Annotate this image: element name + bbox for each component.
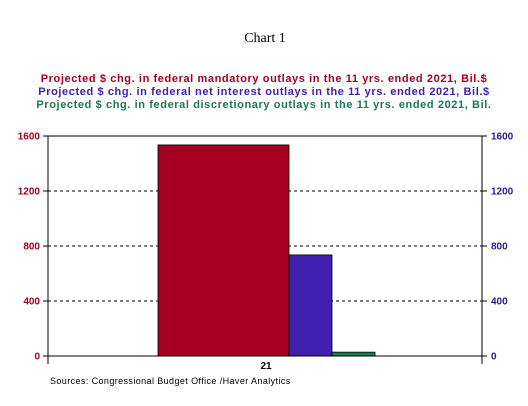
bars xyxy=(157,144,376,357)
y-left-tick-label-0: 0 xyxy=(34,352,40,363)
y-right-tick-label-800: 800 xyxy=(491,242,508,253)
y-right-tick-label-0: 0 xyxy=(491,352,497,363)
y-left-tick-label-1200: 1200 xyxy=(18,187,41,198)
legend-series-discretionary: Projected $ chg. in federal discretionar… xyxy=(36,99,491,111)
x-tick-label-21: 21 xyxy=(260,361,272,372)
bar-net-interest xyxy=(288,254,333,357)
y-left-tick-label-1600: 1600 xyxy=(18,132,41,143)
y-right-tick-label-400: 400 xyxy=(491,297,508,308)
bar-mandatory xyxy=(157,144,290,357)
bar-discretionary xyxy=(331,351,376,357)
y-axis-right: 0 400 800 1200 1600 xyxy=(482,132,514,363)
legend-series-net-interest: Projected $ chg. in federal net interest… xyxy=(38,86,489,98)
y-left-tick-label-800: 800 xyxy=(23,242,40,253)
chart-title: Chart 1 xyxy=(244,31,286,46)
legend-series-mandatory: Projected $ chg. in federal mandatory ou… xyxy=(41,73,488,85)
x-axis: 21 xyxy=(47,356,483,372)
y-axis-left: 0 400 800 1200 1600 xyxy=(18,132,48,363)
source-note: Sources: Congressional Budget Office /Ha… xyxy=(50,376,291,386)
y-left-tick-label-400: 400 xyxy=(23,297,40,308)
y-right-tick-label-1600: 1600 xyxy=(491,132,514,143)
y-right-tick-label-1200: 1200 xyxy=(491,187,514,198)
